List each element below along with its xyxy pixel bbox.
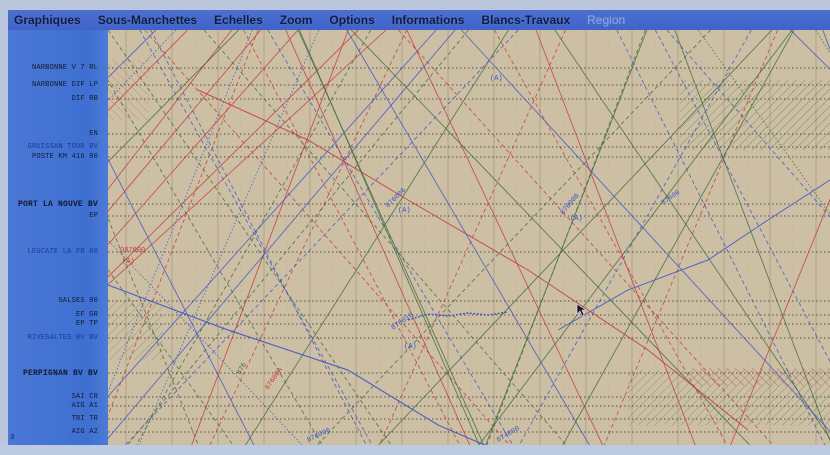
train-number: 874000 bbox=[496, 425, 522, 445]
menu-graphiques[interactable]: Graphiques bbox=[14, 13, 81, 27]
train-number: 876008 bbox=[559, 192, 581, 216]
station-label[interactable]: AIG A2 bbox=[71, 428, 98, 436]
menu-region: Region bbox=[587, 13, 626, 27]
train-path bbox=[197, 89, 749, 431]
train-number: (A) bbox=[122, 258, 135, 266]
station-label[interactable]: PERPIGNAN BV BV bbox=[22, 369, 98, 378]
train-path bbox=[108, 30, 399, 455]
train-path bbox=[674, 30, 830, 442]
train-graph: 087600 (A) 876006 876008 87600 876010 87… bbox=[108, 30, 830, 455]
station-label[interactable]: POSTE KM 416 00 bbox=[31, 153, 98, 161]
station-list-panel: NARBONNE V 7 RL NARBONNE DIF LP DIF RB E… bbox=[8, 30, 108, 455]
station-label[interactable]: GRUISSAN TOUR BV bbox=[27, 143, 98, 151]
graphic-timetable-window: Graphiques Sous-Manchettes Echelles Zoom… bbox=[8, 10, 830, 455]
menu-zoom[interactable]: Zoom bbox=[279, 13, 313, 27]
train-path bbox=[108, 158, 260, 455]
work-zone-hatch bbox=[688, 368, 830, 386]
train-path bbox=[150, 30, 372, 455]
train-path bbox=[134, 30, 320, 455]
train-number: 876 bbox=[236, 362, 249, 377]
train-path bbox=[108, 217, 203, 455]
train-path bbox=[238, 30, 509, 455]
train-path bbox=[461, 30, 830, 433]
train-path bbox=[297, 30, 489, 455]
station-label[interactable]: AIG A1 bbox=[71, 402, 98, 410]
station-label[interactable]: LEUCATE LA FR 00 bbox=[27, 248, 98, 256]
train-number: (A) bbox=[398, 207, 411, 215]
train-path bbox=[108, 30, 253, 394]
train-path bbox=[203, 30, 576, 455]
train-path bbox=[108, 79, 329, 455]
station-label[interactable]: EP bbox=[89, 212, 98, 220]
train-number: 876010 bbox=[390, 311, 415, 332]
train-path bbox=[654, 30, 830, 363]
menu-bar: Graphiques Sous-Manchettes Echelles Zoom… bbox=[8, 10, 830, 30]
station-label[interactable]: SALSES 00 bbox=[58, 297, 98, 305]
train-graph-canvas[interactable]: 087600 (A) 876006 876008 87600 876010 87… bbox=[108, 30, 830, 455]
station-label[interactable]: DIF RB bbox=[71, 95, 98, 103]
train-path bbox=[666, 30, 830, 218]
train-path bbox=[374, 30, 566, 455]
station-label[interactable]: EF GR bbox=[75, 311, 98, 319]
train-path bbox=[204, 30, 407, 455]
menu-options[interactable]: Options bbox=[329, 13, 375, 27]
train-path bbox=[108, 30, 456, 439]
train-path bbox=[108, 30, 359, 278]
train-path bbox=[554, 30, 830, 440]
work-zone-hatch bbox=[108, 300, 163, 360]
train-path bbox=[368, 30, 773, 455]
train-path bbox=[144, 30, 519, 455]
station-label[interactable]: PORT LA NOUVE BV bbox=[17, 200, 98, 209]
train-path bbox=[130, 30, 372, 455]
train-path bbox=[535, 30, 700, 455]
train-path bbox=[108, 30, 299, 246]
station-label[interactable]: RIVESALTES BV BV bbox=[27, 334, 98, 342]
train-path bbox=[108, 30, 188, 112]
menu-echelles[interactable]: Echelles bbox=[214, 13, 263, 27]
screen-bottom-edge bbox=[0, 445, 830, 455]
train-path bbox=[616, 30, 830, 455]
train-path bbox=[108, 239, 312, 455]
arrow-cursor-icon bbox=[576, 303, 587, 317]
station-label[interactable]: EN bbox=[89, 130, 98, 138]
train-path bbox=[346, 30, 596, 455]
station-label[interactable]: EP TP bbox=[75, 320, 98, 328]
work-zone-hatch bbox=[680, 80, 830, 150]
train-path bbox=[285, 30, 475, 455]
train-paths bbox=[108, 30, 830, 455]
train-path bbox=[243, 30, 466, 455]
train-path bbox=[108, 30, 259, 417]
train-path bbox=[108, 30, 239, 163]
train-path bbox=[108, 30, 387, 286]
train-path bbox=[108, 30, 437, 398]
train-number: 087600 bbox=[120, 247, 145, 255]
train-number: (A) bbox=[490, 75, 503, 83]
menu-blancs-travaux[interactable]: Blancs-Travaux bbox=[481, 13, 571, 27]
station-label[interactable]: NARBONNE DIF LP bbox=[31, 81, 98, 89]
train-path bbox=[481, 30, 648, 455]
train-path bbox=[398, 30, 783, 455]
station-label[interactable]: TRI TR bbox=[71, 415, 98, 423]
train-path bbox=[108, 30, 232, 190]
train-path bbox=[557, 179, 830, 331]
menu-informations[interactable]: Informations bbox=[391, 13, 465, 27]
stray-mark: 3 bbox=[10, 434, 15, 442]
station-label[interactable]: SAI CR bbox=[71, 393, 98, 401]
train-number: (A) bbox=[570, 215, 583, 223]
train-path bbox=[406, 30, 608, 455]
train-path bbox=[726, 198, 830, 455]
train-path bbox=[108, 30, 262, 212]
train-path bbox=[470, 30, 793, 455]
train-number: (A) bbox=[404, 343, 417, 351]
train-path bbox=[115, 30, 519, 455]
menu-sous-manchettes[interactable]: Sous-Manchettes bbox=[97, 13, 198, 27]
train-path bbox=[118, 30, 469, 455]
train-path bbox=[108, 284, 509, 455]
train-path bbox=[108, 269, 241, 455]
train-path bbox=[407, 311, 509, 321]
train-path bbox=[556, 30, 795, 455]
station-label[interactable]: NARBONNE V 7 RL bbox=[31, 64, 98, 72]
train-path bbox=[187, 30, 349, 455]
